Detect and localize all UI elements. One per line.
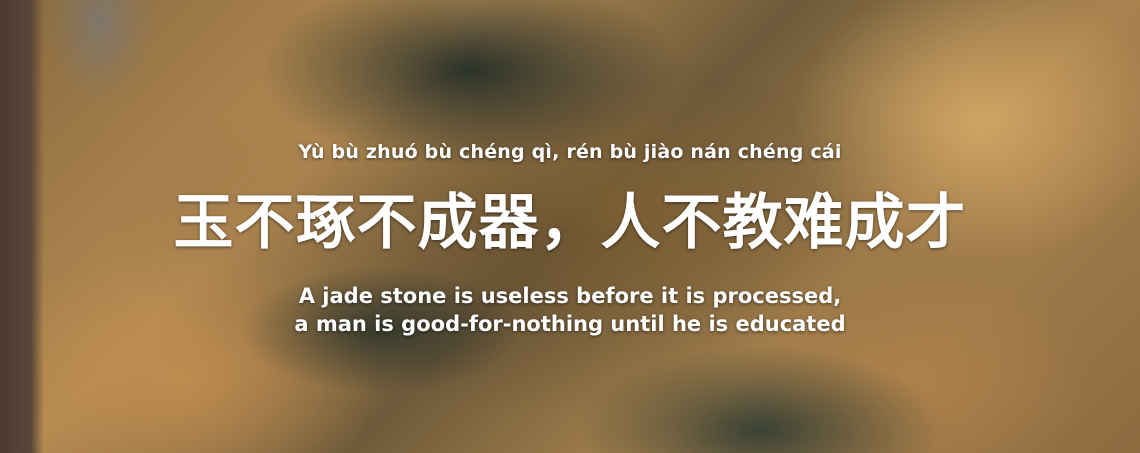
quote-english-line-2: a man is good-for-nothing until he is ed… — [294, 312, 846, 336]
background-edge-left — [0, 0, 44, 453]
quote-chinese: 玉不琢不成器，人不教难成才 — [173, 188, 967, 258]
quote-pinyin: Yù bù zhuó bù chéng qì, rén bù jiào nán … — [298, 141, 842, 163]
quote-english: A jade stone is useless before it is pro… — [0, 282, 1140, 338]
background-edge-top — [40, 0, 160, 150]
quote-english-line-1: A jade stone is useless before it is pro… — [298, 284, 842, 308]
